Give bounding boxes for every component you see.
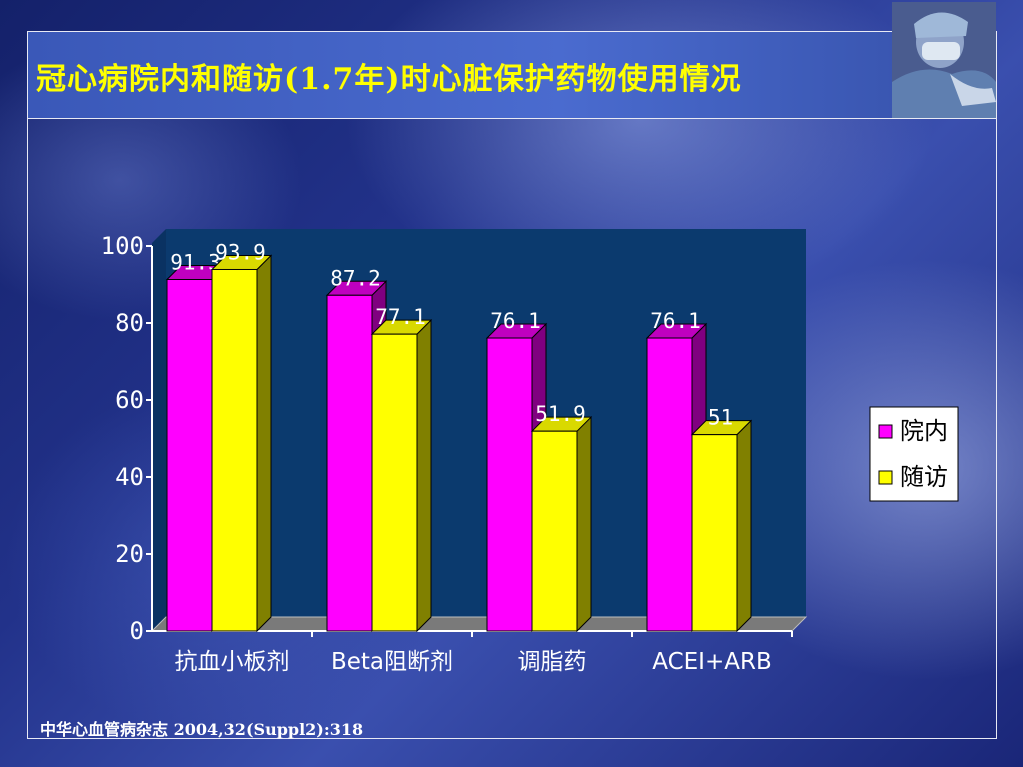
data-label: 51 <box>708 406 733 430</box>
bar-side <box>256 254 272 633</box>
bar <box>211 268 258 632</box>
source-citation: 中华心血管病杂志 2004,32(Suppl2):318 <box>40 720 364 739</box>
plot-left-wall <box>152 229 166 631</box>
data-label: 76.1 <box>490 309 541 333</box>
legend-label: 院内 <box>900 417 948 445</box>
bar-side <box>416 318 432 633</box>
legend-swatch <box>878 470 893 485</box>
y-tick-label: 60 <box>115 386 144 414</box>
bar <box>371 333 418 632</box>
category-label: 抗血小板剂 <box>175 649 290 675</box>
y-tick-label: 100 <box>101 232 144 260</box>
bar <box>486 337 533 632</box>
y-tick-label: 0 <box>130 617 144 645</box>
y-tick-label: 80 <box>115 309 144 337</box>
slide-frame <box>27 31 997 739</box>
category-label: ACEI+ARB <box>652 649 771 675</box>
data-label: 76.1 <box>650 309 701 333</box>
legend-swatch <box>878 424 893 439</box>
bar <box>326 294 373 632</box>
bar <box>531 430 578 632</box>
data-label: 87.2 <box>330 266 381 290</box>
bar-side <box>736 419 752 633</box>
category-label: 调脂药 <box>518 649 587 675</box>
bar <box>166 278 213 632</box>
data-label: 93.9 <box>215 240 266 264</box>
bar-side <box>576 415 592 633</box>
data-label: 51.9 <box>535 402 586 426</box>
y-tick-label: 40 <box>115 463 144 491</box>
legend-label: 随访 <box>900 463 948 491</box>
title-bar <box>28 32 996 119</box>
data-label: 77.1 <box>375 305 426 329</box>
surgeon-photo <box>892 2 996 118</box>
category-label: Beta阻断剂 <box>331 649 453 675</box>
bar <box>646 337 693 632</box>
slide-title: 冠心病院内和随访(1.7年)时心脏保护药物使用情况 <box>36 62 742 97</box>
legend-box <box>869 406 959 502</box>
y-tick-label: 20 <box>115 540 144 568</box>
bar <box>691 434 738 632</box>
